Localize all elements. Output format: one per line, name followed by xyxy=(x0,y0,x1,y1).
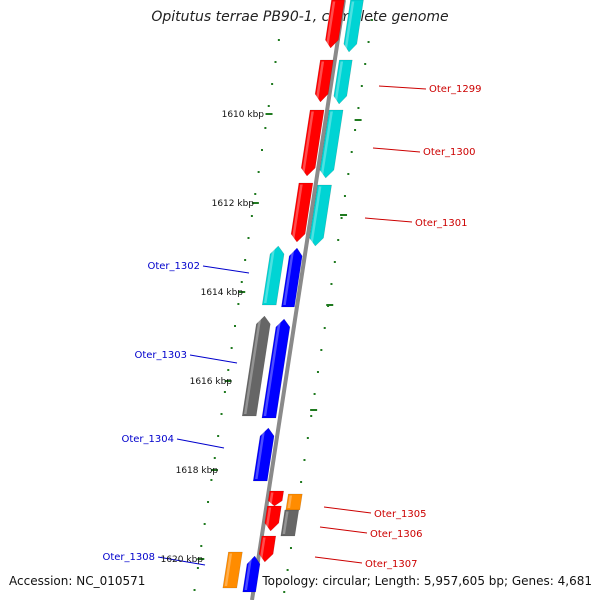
gene-arrow-highlight xyxy=(315,61,325,100)
gene-label-leader xyxy=(157,556,206,566)
gene-arrow-highlight xyxy=(224,553,233,586)
gene-label: Oter_1307 xyxy=(365,559,418,570)
scale-label: 1612 kbp xyxy=(212,199,255,209)
gene-label: Oter_1299 xyxy=(429,84,482,95)
gene-arrow xyxy=(343,0,364,53)
gene-arrow xyxy=(258,535,277,563)
gene-label-leader xyxy=(323,506,372,514)
gene-arrow-highlight xyxy=(310,186,322,244)
gene-arrow-highlight xyxy=(283,249,295,305)
gene-arrow-highlight xyxy=(269,492,274,504)
gene-arrows xyxy=(222,0,364,593)
gene-arrow-highlight xyxy=(301,111,314,174)
scale-label: 1620 kbp xyxy=(161,555,204,565)
gene-label-leader xyxy=(378,85,427,90)
tick-marks xyxy=(193,19,373,593)
gene-label-leader xyxy=(189,354,238,364)
gene-arrow xyxy=(285,493,303,511)
scale-labels: 1610 kbp 1612 kbp 1614 kbp 1616 kbp 1618 kbp… xyxy=(161,110,265,565)
gene-arrow-highlight xyxy=(325,1,336,46)
gene-arrow-highlight xyxy=(264,247,276,303)
label-leader-lines xyxy=(157,85,427,566)
gene-arrow xyxy=(280,509,300,537)
gene-label-leader xyxy=(314,556,363,564)
gene-arrow xyxy=(264,505,282,532)
gene-label-leader xyxy=(319,526,368,534)
gene-labels: Oter_1299 Oter_1300 Oter_1301 Oter_1302 Oter… xyxy=(102,84,481,570)
genome-summary-label: Topology: circular; Length: 5,957,605 bp… xyxy=(262,574,592,588)
gene-arrow-highlight xyxy=(344,1,355,50)
genome-backbone xyxy=(250,0,346,600)
gene-label: Oter_1308 xyxy=(102,552,155,563)
gene-arrow-highlight xyxy=(334,61,344,102)
gene-arrow xyxy=(281,247,303,308)
gene-arrow xyxy=(290,182,314,243)
gene-arrow-highlight xyxy=(320,111,333,176)
gene-arrow-highlight xyxy=(291,184,303,240)
gene-label: Oter_1300 xyxy=(423,147,476,158)
gene-label: Oter_1304 xyxy=(121,434,174,445)
gene-arrow xyxy=(222,551,243,589)
gene-arrow-highlight xyxy=(287,495,292,508)
gene-arrow-highlight xyxy=(255,429,266,479)
gene-arrow-highlight xyxy=(263,320,281,416)
gene-arrow xyxy=(267,490,284,507)
gene-arrow xyxy=(252,427,275,482)
gene-arrow xyxy=(319,109,344,179)
gene-label-leader xyxy=(372,147,421,153)
gene-arrow-highlight xyxy=(259,537,266,560)
scale-label: 1610 kbp xyxy=(222,110,265,120)
scale-label: 1616 kbp xyxy=(190,377,233,387)
figure-title: Opitutus terrae PB90-1, complete genome xyxy=(151,9,449,25)
gene-arrow-highlight xyxy=(282,511,289,534)
gene-label: Oter_1303 xyxy=(134,350,187,361)
scale-label: 1614 kbp xyxy=(201,288,244,298)
gene-arrow-highlight xyxy=(265,507,272,529)
gene-arrow xyxy=(314,59,334,103)
gene-arrow-highlight xyxy=(244,557,252,590)
gene-arrow xyxy=(325,0,345,49)
gene-label-leader xyxy=(202,265,250,274)
gene-label-leader xyxy=(176,438,225,449)
gene-label: Oter_1302 xyxy=(147,261,200,272)
gene-label: Oter_1306 xyxy=(370,529,423,540)
gene-arrow xyxy=(241,315,271,417)
accession-label: Accession: NC_010571 xyxy=(9,574,146,588)
gene-arrow xyxy=(333,59,353,105)
gene-arrow-highlight xyxy=(244,317,262,414)
gene-arrow xyxy=(261,245,285,306)
gene-label: Oter_1305 xyxy=(374,509,427,520)
scale-label: 1618 kbp xyxy=(176,466,219,476)
gene-label-leader xyxy=(364,217,413,223)
gene-label: Oter_1301 xyxy=(415,218,468,229)
gene-arrow xyxy=(309,184,332,247)
gene-arrow xyxy=(300,109,325,177)
gene-arrow xyxy=(261,318,291,419)
gene-arrow xyxy=(242,555,261,593)
